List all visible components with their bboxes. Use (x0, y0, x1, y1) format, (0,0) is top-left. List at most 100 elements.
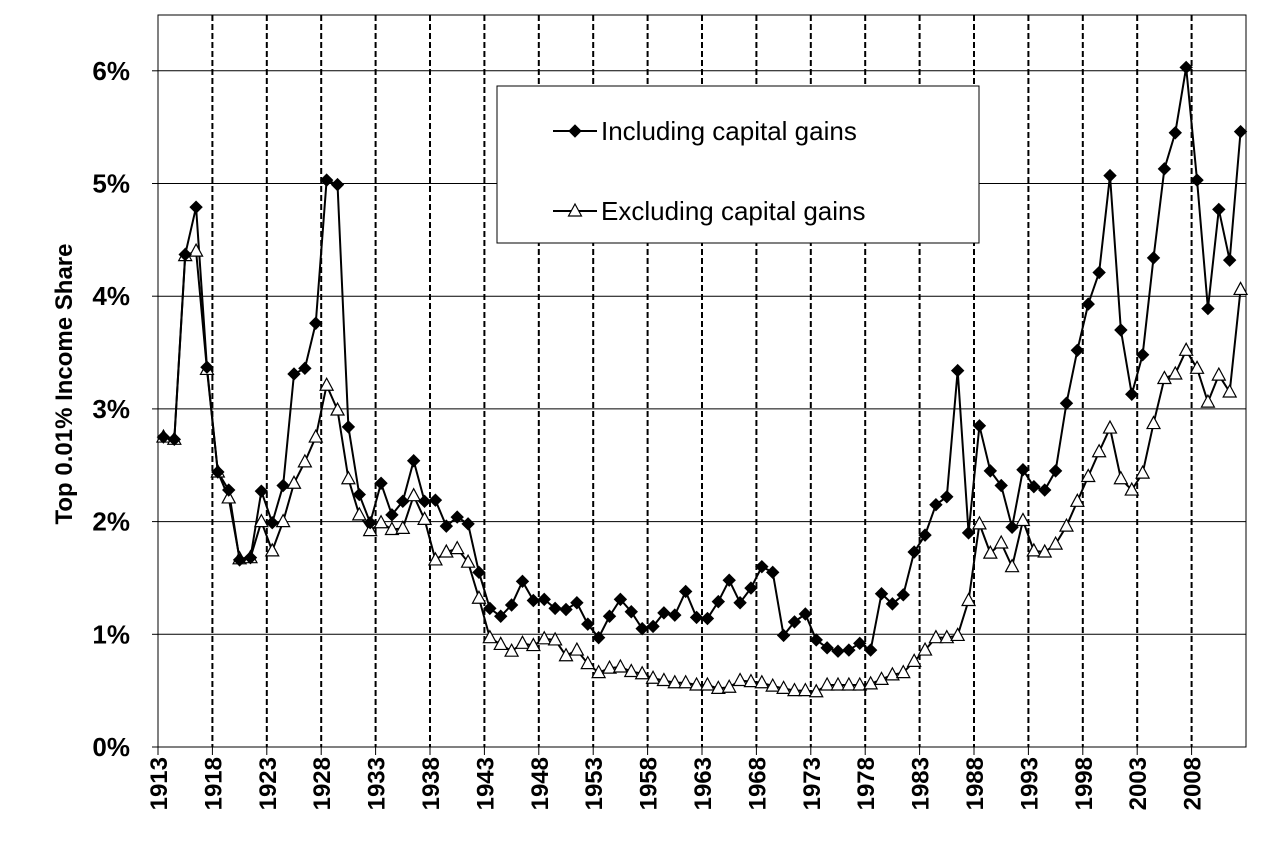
point-including (1016, 463, 1030, 477)
point-including (929, 497, 943, 512)
x-tick-label: 1993 (1016, 757, 1043, 810)
point-including (1048, 464, 1063, 478)
point-excluding (340, 470, 356, 485)
point-excluding (264, 542, 280, 557)
point-excluding (776, 680, 792, 694)
point-including (515, 574, 530, 589)
point-excluding (1102, 419, 1118, 434)
point-excluding (1048, 535, 1064, 550)
point-including (243, 550, 258, 565)
point-including (885, 597, 900, 611)
point-including (287, 367, 301, 381)
point-excluding (438, 543, 454, 558)
legend-box (496, 85, 980, 244)
point-including (472, 565, 486, 580)
point-including (1157, 162, 1172, 176)
point-excluding (471, 589, 487, 604)
point-excluding (939, 629, 955, 644)
point-including (417, 494, 432, 509)
point-including (689, 610, 704, 625)
point-excluding (656, 672, 672, 687)
point-including (809, 633, 823, 647)
point-including (581, 617, 595, 631)
point-including (1179, 60, 1193, 75)
point-excluding (917, 641, 933, 656)
markers-including (156, 60, 1248, 658)
point-excluding (667, 674, 683, 689)
point-excluding (1156, 370, 1172, 385)
point-excluding (1091, 443, 1107, 458)
point-including (1059, 396, 1074, 410)
point-including (896, 588, 910, 602)
point-excluding (645, 669, 661, 684)
x-tick-label: 2003 (1125, 757, 1152, 810)
y-tick-label: 5% (92, 169, 130, 199)
point-including (1038, 483, 1052, 497)
point-excluding (786, 682, 802, 697)
legend-marker (568, 124, 582, 138)
point-excluding (1026, 542, 1042, 557)
point-excluding (623, 663, 639, 678)
point-including (167, 432, 182, 447)
point-excluding (1167, 365, 1183, 380)
point-including (1005, 520, 1019, 534)
point-excluding (797, 682, 813, 697)
point-excluding (721, 679, 737, 693)
y-axis-label: Top 0.01% Income Share (51, 244, 78, 525)
point-including (1092, 265, 1106, 280)
point-excluding (743, 673, 759, 688)
point-including (232, 553, 247, 567)
point-including (537, 592, 551, 607)
point-excluding (1080, 468, 1096, 483)
point-including (624, 605, 638, 619)
point-excluding (221, 489, 237, 504)
series-markers (155, 60, 1249, 698)
point-including (1027, 479, 1041, 494)
point-including (983, 464, 998, 478)
point-excluding (830, 676, 846, 691)
point-excluding (993, 534, 1009, 549)
point-including (222, 483, 236, 497)
point-including (678, 584, 693, 599)
y-tick-label: 2% (92, 507, 130, 537)
point-including (406, 454, 421, 468)
point-excluding (427, 551, 443, 566)
point-including (450, 510, 464, 524)
point-including (428, 493, 443, 507)
point-excluding (841, 676, 857, 691)
point-including (559, 602, 573, 617)
point-including (820, 641, 834, 655)
point-including (211, 465, 225, 479)
point-including (863, 643, 878, 657)
point-excluding (460, 553, 476, 568)
point-including (635, 621, 649, 636)
legend-label: Excluding capital gains (601, 196, 866, 226)
point-including (461, 517, 475, 531)
point-excluding (678, 674, 694, 689)
point-excluding (710, 680, 726, 694)
point-including (657, 606, 671, 620)
point-excluding (1069, 493, 1085, 507)
point-excluding (417, 511, 433, 525)
point-excluding (362, 522, 378, 537)
point-excluding (580, 655, 596, 670)
legend-marker (567, 202, 583, 217)
markers-excluding (155, 242, 1249, 698)
point-excluding (449, 540, 465, 555)
point-excluding (754, 674, 770, 689)
point-including (1125, 387, 1139, 401)
point-including (341, 420, 356, 434)
point-excluding (895, 664, 911, 679)
point-including (744, 581, 758, 595)
y-tick-label: 3% (92, 394, 130, 424)
point-including (907, 545, 921, 559)
point-including (1081, 297, 1095, 311)
point-excluding (1189, 360, 1205, 374)
point-excluding (1113, 470, 1129, 485)
point-excluding (188, 242, 204, 257)
x-tick-label: 1913 (146, 757, 173, 810)
legend-label: Including capital gains (601, 116, 857, 146)
x-tick-label: 1998 (1071, 757, 1098, 810)
point-excluding (961, 592, 977, 607)
